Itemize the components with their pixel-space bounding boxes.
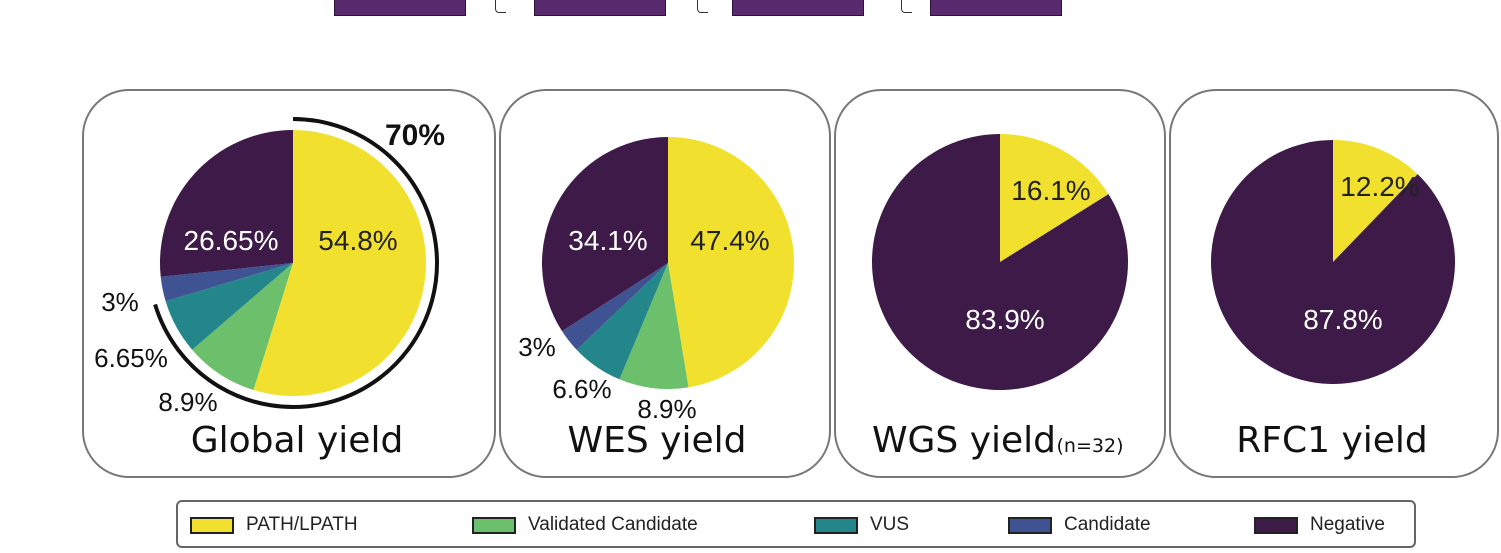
pie-slice-candidate (160, 263, 293, 302)
legend-item-candidate: Candidate (1008, 514, 1151, 536)
data-label-vus: 6.65% (94, 343, 168, 373)
panel-rfc1: 12.2% 87.8% RFC1 yield (1169, 89, 1499, 478)
legend-label-path-lpath: PATH/LPATH (246, 514, 358, 535)
annotation-70-pct: 70% (385, 119, 445, 152)
legend-swatch-validated-candidate (472, 516, 516, 534)
data-label-negative: 83.9% (965, 304, 1044, 335)
pie-slice-path-lpath (1000, 134, 1109, 262)
pie-slice-negative (541, 137, 668, 332)
pie-slice-validated-candidate (192, 263, 293, 390)
data-label-path-lpath: 16.1% (1011, 175, 1090, 206)
chart-title-wes: WES yield (568, 420, 747, 461)
cropped-bracket-3 (901, 0, 912, 13)
pie-slice-vus (576, 263, 668, 380)
chart-subtitle-wgs: (n=32) (1057, 435, 1124, 457)
chart-title-global: Global yield (191, 420, 404, 461)
legend-item-vus: VUS (814, 514, 909, 536)
pie-slice-negative (159, 130, 293, 277)
data-label-path-lpath: 12.2% (1340, 171, 1419, 202)
pie-slice-negative (872, 134, 1129, 390)
data-label-candidate: 3% (518, 332, 556, 362)
cropped-bracket-1 (495, 0, 506, 13)
cropped-box-2 (534, 0, 666, 16)
pie-slice-path-lpath (668, 137, 794, 388)
data-label-negative: 87.8% (1303, 304, 1382, 335)
cropped-bracket-2 (697, 0, 708, 13)
pie-slice-negative (1211, 140, 1456, 384)
cropped-box-4 (930, 0, 1062, 16)
legend-swatch-negative (1254, 516, 1298, 534)
cropped-box-1 (334, 0, 466, 16)
data-label-negative: 26.65% (184, 225, 279, 256)
pie-wes: 47.4% 8.9% 6.6% 3% 34.1% (518, 137, 794, 424)
panel-wgs: 16.1% 83.9% WGS yield (n=32) (834, 89, 1166, 478)
pie-global: 54.8% 8.9% 6.65% 3% 26.65% (94, 130, 426, 417)
legend-item-validated-candidate: Validated Candidate (472, 514, 698, 536)
pie-slice-path-lpath (1333, 140, 1418, 262)
legend-swatch-candidate (1008, 516, 1052, 534)
data-label-vus: 6.6% (552, 374, 611, 404)
data-label-negative: 34.1% (568, 225, 647, 256)
legend-swatch-vus (814, 516, 858, 534)
legend-item-negative: Negative (1254, 514, 1385, 536)
legend-item-path-lpath: PATH/LPATH (190, 514, 358, 536)
cropped-top-strip (0, 0, 1501, 20)
legend-label-candidate: Candidate (1064, 514, 1151, 535)
pie-slice-path-lpath (253, 130, 426, 396)
data-label-validated-candidate: 8.9% (637, 394, 696, 424)
pie-slice-candidate (562, 263, 668, 350)
pie-slice-vus (165, 263, 293, 350)
pie-rfc1: 12.2% 87.8% (1211, 140, 1456, 384)
data-label-validated-candidate: 8.9% (158, 387, 217, 417)
chart-title-rfc1: RFC1 yield (1236, 420, 1428, 461)
cropped-box-3 (732, 0, 864, 16)
chart-legend: PATH/LPATH Validated Candidate VUS Candi… (176, 500, 1416, 548)
data-label-path-lpath: 47.4% (690, 225, 769, 256)
legend-label-vus: VUS (870, 514, 910, 535)
pie-charts-figure: 54.8%8.9%6.65%3%26.65% 70% Global yield … (82, 89, 1499, 478)
pie-wgs: 16.1% 83.9% (872, 134, 1129, 390)
panel-wes: 47.4% 8.9% 6.6% 3% 34.1% WES yield (499, 89, 831, 478)
pie-slice-validated-candidate (619, 263, 689, 389)
legend-label-validated-candidate: Validated Candidate (528, 514, 698, 535)
data-label-path-lpath: 54.8% (318, 225, 397, 256)
legend-swatch-path-lpath (190, 516, 234, 534)
data-label-candidate: 3% (101, 287, 139, 317)
panel-global: 54.8% 8.9% 6.65% 3% 26.65% 70% Global yield (82, 89, 496, 478)
legend-label-negative: Negative (1310, 514, 1385, 535)
chart-title-wgs: WGS yield (872, 420, 1056, 461)
arc-bracket-70 (153, 117, 439, 409)
